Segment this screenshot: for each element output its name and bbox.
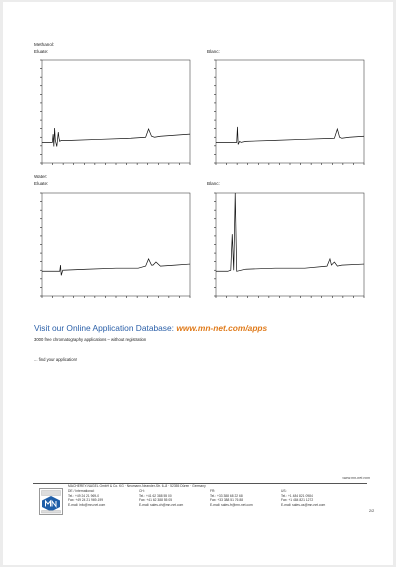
email-link[interactable]: E-mail: info@mn-net.com — [68, 502, 106, 507]
chromatogram-methanol-eluate — [39, 58, 192, 166]
email-link[interactable]: E-mail: sales-us@mn-net.com — [281, 502, 326, 507]
chromatogram-water-blanc — [213, 191, 366, 299]
chromatogram-trace — [42, 127, 191, 147]
region-label: US: — [281, 489, 287, 493]
region-label: FR: — [210, 489, 216, 493]
promo-line-1: 3000 free chromatography applications – … — [34, 337, 147, 342]
contact-col-us: US: Tel.: +1 484 821 0984 Fax: +1 484 82… — [281, 489, 325, 507]
email-link[interactable]: E-mail: sales-ch@mn-net.com — [139, 502, 184, 507]
email-link[interactable]: E-mail: sales-fr@mn-net.com — [210, 502, 253, 507]
tel-text: Tel.: +1 484 821 0984 — [281, 493, 313, 498]
tel-text: Tel.: +41 62 388 55 00 — [139, 493, 172, 498]
promo-line-2: ... find your application! — [34, 357, 78, 362]
plot-frame — [215, 192, 365, 297]
region-label: DE / International: — [68, 489, 95, 493]
document-page: Methanol: Eluate: Blanc: Water: Eluate: … — [3, 2, 393, 565]
label-methanol-blanc: Blanc: — [207, 49, 220, 54]
tel-text: Tel.: +33 388 68 22 68 — [210, 493, 243, 498]
label-methanol-eluate: Eluate: — [34, 49, 49, 54]
region-label: CH: — [139, 489, 145, 493]
section-heading-methanol: Methanol: — [34, 42, 55, 47]
chromatogram-methanol-blanc — [213, 58, 366, 166]
website-footer-link[interactable]: www.mn-net.com — [342, 476, 370, 480]
fax-text: Fax: +33 388 51 76 88 — [210, 498, 244, 503]
label-water-blanc: Blanc: — [207, 181, 220, 186]
chromatogram-trace — [216, 126, 365, 145]
contact-col-fr: FR: Tel.: +33 388 68 22 68 Fax: +33 388 … — [210, 489, 253, 507]
chromatogram-trace — [216, 192, 365, 272]
chromatogram-trace — [42, 258, 191, 276]
fax-text: Fax: +41 62 388 55 05 — [139, 498, 173, 503]
chromatogram-water-eluate — [39, 191, 192, 299]
mn-logo-icon — [39, 488, 63, 515]
label-water-eluate: Eluate: — [34, 181, 49, 186]
company-address: MACHEREY-NAGEL GmbH & Co. KG · Neumann-N… — [68, 484, 206, 488]
application-database-headline: Visit our Online Application Database: w… — [34, 323, 267, 333]
page-number: 2/2 — [369, 509, 375, 513]
plot-frame — [41, 59, 191, 164]
plot-frame — [41, 192, 191, 297]
section-heading-water: Water: — [34, 174, 48, 179]
headline-text: Visit our Online Application Database: — [34, 323, 177, 333]
fax-text: Fax: +49 24 21 969-199 — [68, 498, 104, 503]
fax-text: Fax: +1 484 821 1272 — [281, 498, 314, 503]
tel-text: Tel.: +49 24 21 969-0 — [68, 493, 100, 498]
apps-link[interactable]: www.mn-net.com/apps — [176, 323, 268, 333]
contact-col-de: DE / International: Tel.: +49 24 21 969-… — [68, 489, 105, 507]
plot-frame — [215, 59, 365, 164]
contact-col-ch: CH: Tel.: +41 62 388 55 00 Fax: +41 62 3… — [139, 489, 183, 507]
footer-divider — [33, 483, 367, 484]
